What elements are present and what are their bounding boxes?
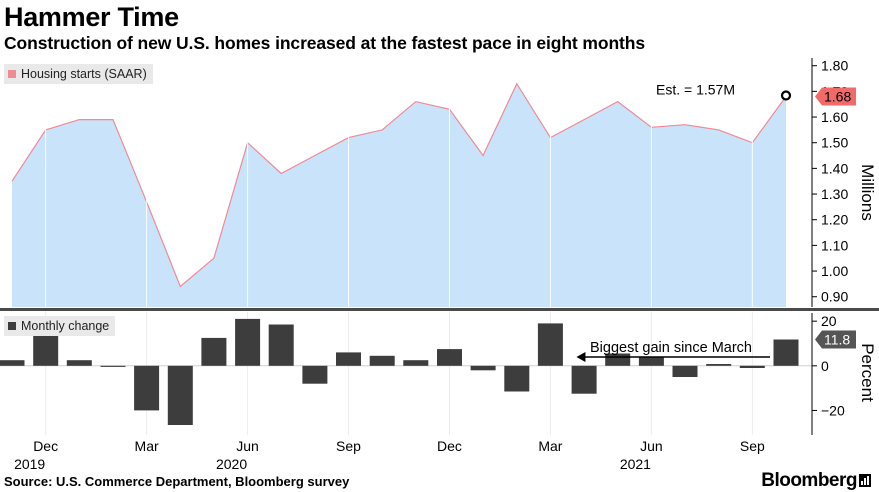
monthly-change-bar-23 [773,339,799,366]
annotation-text: Biggest gain since March [590,340,752,356]
x-tick-label-0: Dec [33,438,58,454]
top-ytick-label-6: 1.20 [821,212,848,228]
legend-swatch-housing [8,70,16,78]
bottom-ytick-label-0: 20 [821,313,837,329]
monthly-change-bar-6 [201,337,227,366]
chart-title: Hammer Time [4,2,179,32]
monthly-change-bar-11 [369,355,395,366]
x-tick-label-2: Jun [236,438,259,454]
monthly-change-bar-15 [504,365,530,392]
monthly-change-bar-5 [167,365,193,425]
chart-subtitle: Construction of new U.S. homes increased… [4,33,645,53]
x-year-label-0: 2019 [14,456,45,470]
top-ytick-label-5: 1.30 [821,186,848,202]
brand-logo-text: Bloomberg [761,470,857,491]
monthly-change-bar-12 [403,360,429,366]
monthly-change-bar-9 [302,365,328,384]
monthly-change-bar-20 [672,365,698,377]
monthly-change-bar-22 [739,365,765,368]
top-ytick-label-2: 1.60 [821,109,848,125]
top-ytick-label-3: 1.50 [821,135,848,151]
x-tick-label-3: Sep [336,438,361,454]
top-ytick-label-9: 0.90 [821,289,848,305]
top-latest-label: 1.68 [824,89,851,105]
top-ytick-label-7: 1.10 [821,237,848,253]
monthly-change-bar-19 [638,357,664,366]
annotation-arrow-head [576,352,586,362]
monthly-change-bar-16 [537,323,563,366]
bloomberg-icon [859,474,871,487]
bottom-ytick-label-2: −20 [821,402,845,418]
top-latest-badge [815,87,856,106]
x-tick-label-1: Mar [135,438,159,454]
source-note: Source: U.S. Commerce Department, Bloomb… [4,474,350,489]
legend-label-housing: Housing starts (SAAR) [21,67,147,81]
x-year-label-6: 2021 [620,456,651,470]
x-tick-label-7: Sep [740,438,765,454]
top-ytick-label-4: 1.40 [821,160,848,176]
top-ytick-label-8: 1.00 [821,263,848,279]
housing-starts-area [12,83,786,307]
monthly-change-bar-0 [0,360,25,366]
x-tick-label-5: Mar [538,438,562,454]
legend-monthly-change: Monthly change [4,316,116,336]
legend-housing-starts: Housing starts (SAAR) [4,64,153,84]
panel-separator [0,308,879,311]
top-axis-title: Millions [858,164,877,221]
monthly-change-bar-13 [437,349,462,366]
bottom-axis-title: Percent [858,343,877,402]
monthly-change-bar-3 [100,365,126,367]
chart-canvas: 1.801.701.601.501.401.301.201.101.000.90… [0,58,879,470]
bottom-latest-label: 11.8 [824,331,850,347]
estimate-marker [780,90,792,101]
monthly-change-bar-4 [134,365,160,411]
bottom-latest-badge [815,330,856,349]
monthly-change-bar-2 [66,360,92,366]
bottom-ytick-label-1: 0 [821,358,829,374]
monthly-change-bar-14 [470,365,496,371]
monthly-change-bar-17 [571,365,597,394]
legend-label-monthly: Monthly change [21,319,110,333]
x-tick-label-4: Dec [437,438,462,454]
monthly-change-bar-21 [706,364,732,366]
legend-swatch-monthly [8,322,16,330]
estimate-label: Est. = 1.57M [656,82,735,98]
top-ytick-label-0: 1.80 [821,58,848,74]
monthly-change-bar-7 [235,318,261,366]
x-tick-label-6: Jun [640,438,663,454]
monthly-change-bar-1 [33,331,59,366]
monthly-change-bar-8 [268,324,294,366]
housing-starts-line [11,82,787,288]
monthly-change-bar-10 [336,352,361,366]
x-year-label-2: 2020 [216,456,247,470]
